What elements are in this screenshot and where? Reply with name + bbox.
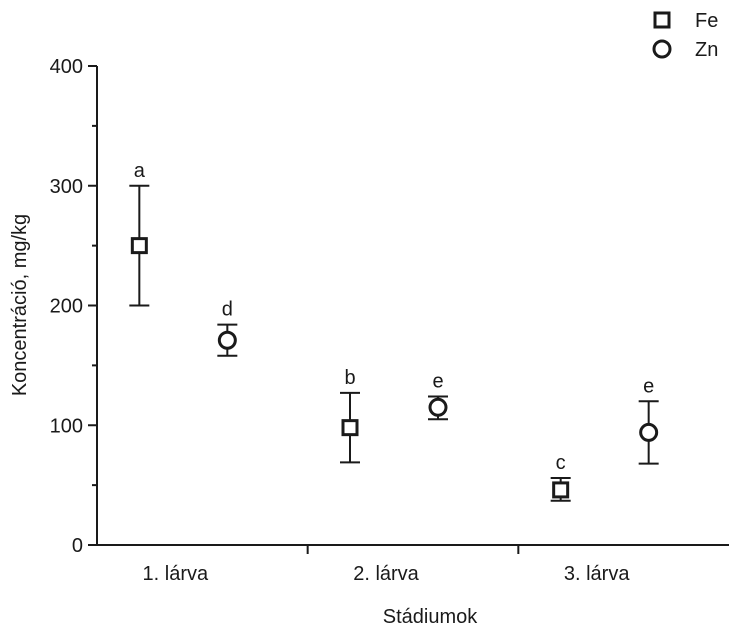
data-point-zn: e: [638, 375, 659, 465]
plot-area: a b c d e e: [129, 160, 659, 502]
legend-label: Zn: [695, 39, 718, 61]
data-point-zn: d: [217, 299, 238, 357]
y-axis-label: Koncentráció, mg/kg: [9, 214, 31, 396]
marker-circle: [639, 422, 659, 442]
significance-label: b: [344, 367, 355, 389]
x-tick-label: 3. lárva: [564, 563, 630, 585]
y-tick-label: 100: [50, 415, 83, 437]
significance-label: c: [556, 452, 566, 474]
significance-label: e: [432, 371, 443, 393]
x-tick-label: 1. lárva: [143, 563, 209, 585]
legend: Fe Zn: [652, 10, 718, 61]
marker-square: [552, 481, 570, 499]
significance-label: d: [222, 299, 233, 321]
data-point-zn: e: [428, 371, 448, 421]
legend-marker-square: [653, 11, 671, 29]
legend-label: Fe: [695, 10, 718, 32]
significance-label: a: [134, 160, 146, 182]
data-point-fe: a: [129, 160, 150, 307]
x-tick-label: 2. lárva: [353, 563, 419, 585]
marker-circle: [428, 397, 448, 417]
marker-circle: [217, 330, 237, 350]
legend-marker-circle: [652, 39, 672, 59]
legend-item-fe: Fe: [653, 10, 718, 32]
y-tick-label: 400: [50, 56, 83, 78]
data-point-fe: b: [340, 367, 360, 464]
y-tick-label: 0: [72, 535, 83, 557]
marker-square: [341, 419, 359, 437]
x-ticks: 1. lárva 2. lárva 3. lárva: [143, 545, 630, 585]
axes: [96, 66, 729, 546]
y-ticks: 0 100 200 300 400: [50, 56, 97, 557]
x-axis-label: Stádiumok: [383, 606, 478, 628]
y-tick-label: 200: [50, 296, 83, 318]
y-tick-label: 300: [50, 176, 83, 198]
legend-item-zn: Zn: [652, 39, 718, 61]
significance-label: e: [643, 375, 654, 397]
marker-square: [130, 237, 148, 255]
data-point-fe: c: [550, 452, 571, 502]
